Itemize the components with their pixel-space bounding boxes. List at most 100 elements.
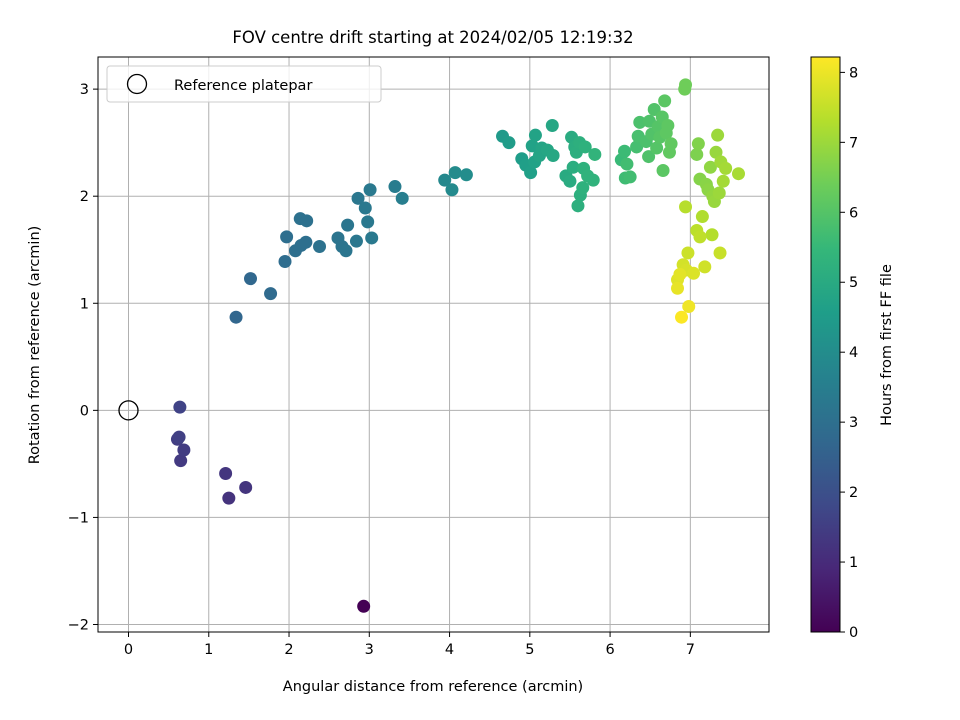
scatter-point — [732, 167, 745, 181]
y-axis-ticks: −2 −1 0 1 2 3 — [68, 82, 98, 634]
colorbar-tick-label: 6 — [849, 205, 858, 221]
scatter-point — [528, 128, 542, 142]
scatter-point — [244, 272, 257, 286]
scatter-point — [174, 454, 188, 468]
scatter-point — [172, 430, 186, 444]
scatter-point — [459, 168, 473, 182]
scatter-point — [698, 260, 712, 274]
scatter-point — [691, 137, 705, 151]
scatter-point — [351, 191, 365, 205]
scatter-point — [679, 78, 693, 92]
scatter-point — [448, 166, 462, 180]
scatter-point — [524, 166, 538, 180]
colorbar-ticks: 0 1 2 3 4 5 6 7 8 — [840, 65, 858, 641]
y-tick-label: −1 — [68, 510, 89, 526]
scatter-point — [219, 467, 233, 481]
scatter-point — [349, 234, 363, 248]
scatter-point — [438, 173, 452, 187]
scatter-point — [675, 310, 689, 324]
scatter-point — [361, 215, 375, 229]
scatter-point — [395, 191, 409, 205]
scatter-point — [177, 443, 191, 457]
colorbar-tick-label: 0 — [849, 625, 858, 641]
scatter-point — [563, 174, 577, 188]
scatter-point — [445, 183, 459, 197]
scatter-point — [661, 119, 675, 133]
scatter-point — [299, 235, 313, 249]
scatter-point — [578, 140, 592, 154]
colorbar-tick-label: 5 — [849, 275, 858, 291]
scatter-point — [222, 491, 236, 505]
scatter-point — [358, 201, 372, 215]
colorbar-gradient — [811, 57, 840, 632]
scatter-point — [695, 210, 709, 224]
x-tick-label: 3 — [365, 642, 374, 658]
scatter-point — [313, 240, 327, 254]
y-tick-label: 1 — [80, 296, 89, 312]
scatter-point — [278, 255, 292, 269]
scatter-point — [711, 128, 725, 142]
scatter-point — [566, 160, 580, 174]
colorbar-tick-label: 8 — [849, 65, 858, 81]
colorbar-tick-label: 7 — [849, 135, 858, 151]
scatter-point — [709, 145, 723, 159]
scatter-point — [673, 267, 687, 281]
scatter-point — [502, 136, 516, 150]
scatter-point — [339, 244, 353, 258]
scatter-points — [170, 78, 745, 613]
colorbar-tick-label: 3 — [849, 415, 858, 431]
scatter-point — [642, 150, 656, 164]
scatter-point — [658, 94, 672, 108]
scatter-point — [588, 147, 602, 161]
colorbar-tick-label: 4 — [849, 345, 858, 361]
scatter-point — [650, 141, 664, 155]
scatter-point — [687, 266, 701, 280]
scatter-point — [664, 137, 678, 151]
legend: Reference platepar — [106, 65, 382, 103]
scatter-point — [712, 186, 726, 200]
scatter-point — [365, 231, 379, 245]
x-tick-label: 5 — [525, 642, 534, 658]
scatter-point — [705, 228, 719, 242]
legend-open-circle-icon — [126, 73, 148, 95]
chart-title: FOV centre drift starting at 2024/02/05 … — [232, 28, 633, 47]
scatter-point — [357, 599, 371, 613]
scatter-point — [545, 119, 559, 133]
colorbar-label: Hours from first FF file — [879, 264, 895, 426]
scatter-point — [713, 246, 727, 260]
scatter-point — [546, 149, 560, 163]
scatter-point — [682, 299, 696, 313]
x-tick-label: 6 — [605, 642, 614, 658]
scatter-point — [239, 480, 253, 494]
scatter-point — [173, 400, 187, 414]
scatter-point — [571, 199, 585, 213]
scatter-point — [341, 218, 355, 232]
legend-entry-label: Reference platepar — [174, 78, 312, 94]
y-tick-label: 0 — [80, 403, 89, 419]
colorbar: 0 1 2 3 4 5 6 7 8 Hours from first FF file — [810, 56, 895, 641]
scatter-point — [264, 287, 278, 301]
scatter-point — [716, 174, 730, 188]
x-tick-label: 4 — [445, 642, 454, 658]
colorbar-tick-label: 1 — [849, 555, 858, 571]
scatter-point — [576, 181, 590, 195]
scatter-point — [623, 170, 637, 184]
y-axis-label: Rotation from reference (arcmin) — [27, 226, 43, 465]
scatter-point — [633, 115, 647, 129]
reference-point-marker — [118, 400, 139, 421]
scatter-point — [679, 200, 693, 214]
scatter-point — [280, 230, 294, 244]
scatter-point — [690, 147, 704, 161]
colorbar-frame — [810, 56, 841, 633]
y-tick-label: −2 — [68, 618, 89, 634]
scatter-point — [586, 173, 600, 187]
colorbar-tick-label: 2 — [849, 485, 858, 501]
scatter-point — [671, 281, 684, 295]
plot-frame — [97, 56, 770, 633]
x-tick-label: 0 — [124, 642, 133, 658]
x-tick-label: 7 — [686, 642, 695, 658]
y-tick-label: 3 — [80, 82, 89, 98]
scatter-point — [703, 160, 717, 174]
x-axis-label: Angular distance from reference (arcmin) — [283, 679, 583, 695]
